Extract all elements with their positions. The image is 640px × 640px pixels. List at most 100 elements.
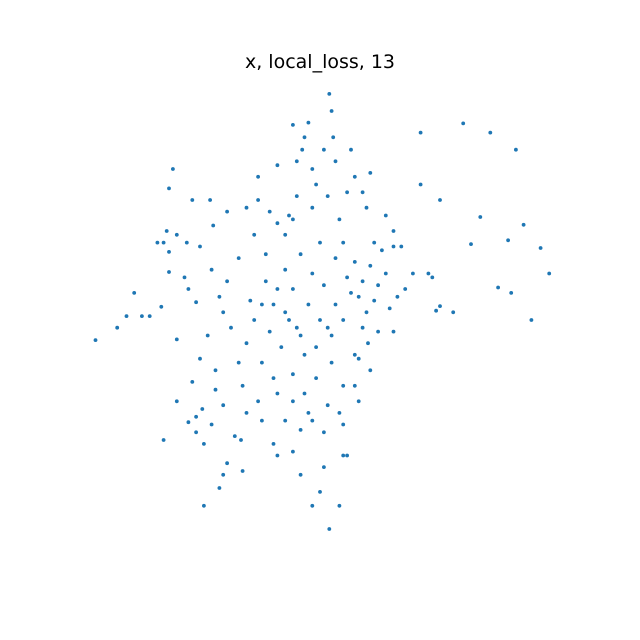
scatter-point	[310, 167, 315, 171]
scatter-point	[352, 352, 357, 357]
scatter-point	[294, 159, 299, 164]
scatter-point	[352, 174, 357, 179]
scatter-point	[171, 167, 175, 171]
scatter-point	[283, 267, 288, 272]
scatter-point	[506, 238, 510, 243]
scatter-point	[318, 240, 322, 245]
scatter-point	[314, 345, 318, 349]
scatter-point	[318, 318, 322, 322]
scatter-point	[426, 271, 431, 276]
scatter-point	[174, 232, 179, 237]
scatter-point	[364, 310, 369, 315]
scatter-point	[356, 399, 361, 404]
scatter-point	[267, 209, 272, 214]
scatter-point	[329, 333, 334, 338]
scatter-point	[496, 285, 500, 290]
scatter-point	[260, 302, 264, 307]
scatter-point	[186, 287, 191, 291]
scatter-point	[368, 263, 373, 268]
scatter-point	[208, 198, 213, 202]
scatter-point	[337, 411, 342, 415]
scatter-point	[521, 222, 526, 227]
scatter-point	[190, 198, 195, 202]
scatter-point	[360, 325, 365, 330]
scatter-point	[302, 391, 307, 396]
scatter-point	[291, 287, 295, 291]
scatter-point	[194, 414, 199, 419]
scatter-point	[260, 360, 264, 365]
scatter-point	[418, 182, 423, 187]
scatter-point	[366, 341, 370, 346]
scatter-point	[310, 205, 315, 210]
scatter-point	[167, 250, 171, 254]
scatter-point	[263, 252, 268, 257]
scatter-point	[360, 279, 365, 284]
scatter-point	[310, 503, 315, 508]
scatter-point	[376, 329, 380, 334]
scatter-point	[310, 271, 315, 276]
scatter-point	[155, 240, 160, 245]
scatter-point	[306, 120, 311, 125]
scatter-point	[322, 283, 326, 288]
scatter-point	[298, 472, 303, 477]
scatter-point	[256, 174, 260, 179]
scatter-point	[383, 213, 388, 218]
scatter-point	[364, 205, 369, 210]
scatter-point	[229, 325, 233, 330]
scatter-point	[217, 486, 222, 490]
scatter-point	[509, 291, 514, 295]
scatter-point	[211, 223, 216, 228]
scatter-point	[349, 147, 353, 152]
scatter-point	[263, 279, 268, 284]
scatter-point	[213, 387, 218, 392]
scatter-point	[345, 453, 349, 458]
scatter-point	[352, 260, 357, 264]
scatter-point	[325, 194, 330, 199]
scatter-point	[333, 256, 338, 260]
scatter-point	[341, 240, 346, 245]
scatter-point	[306, 302, 311, 307]
scatter-point	[93, 338, 98, 342]
scatter-point	[291, 217, 295, 222]
scatter-point	[391, 329, 396, 334]
scatter-point	[478, 215, 483, 219]
scatter-point	[356, 294, 361, 299]
scatter-point	[240, 469, 245, 473]
scatter-point	[147, 314, 152, 318]
scatter-point	[438, 304, 442, 308]
scatter-point	[368, 368, 373, 373]
scatter-point	[225, 209, 230, 214]
scatter-point	[221, 403, 226, 408]
scatter-point	[341, 422, 346, 427]
scatter-point	[209, 267, 214, 272]
scatter-point	[469, 242, 473, 247]
scatter-point	[314, 376, 318, 380]
points-layer	[93, 92, 552, 531]
scatter-point	[325, 325, 330, 330]
scatter-point	[327, 92, 332, 96]
scatter-point	[198, 356, 202, 361]
scatter-point	[260, 418, 264, 423]
scatter-point	[164, 229, 169, 233]
scatter-point	[298, 252, 303, 257]
scatter-point	[411, 271, 415, 276]
scatter-point	[236, 256, 241, 260]
scatter-point	[514, 147, 518, 152]
scatter-point	[300, 147, 305, 152]
scatter-point	[252, 318, 257, 322]
scatter-point	[252, 232, 257, 237]
chart-title: x, local_loss, 13	[244, 51, 396, 73]
scatter-point	[275, 287, 280, 291]
scatter-point	[174, 399, 179, 404]
scatter-point	[200, 407, 205, 411]
scatter-point	[217, 294, 222, 299]
scatter-point	[399, 244, 404, 249]
scatter-point	[349, 291, 353, 295]
scatter-point	[438, 198, 442, 202]
scatter-point	[345, 275, 349, 280]
scatter-point	[283, 310, 288, 315]
scatter-point	[341, 453, 346, 458]
scatter-point	[337, 217, 342, 222]
scatter-point	[174, 337, 179, 342]
scatter-point	[279, 345, 284, 349]
